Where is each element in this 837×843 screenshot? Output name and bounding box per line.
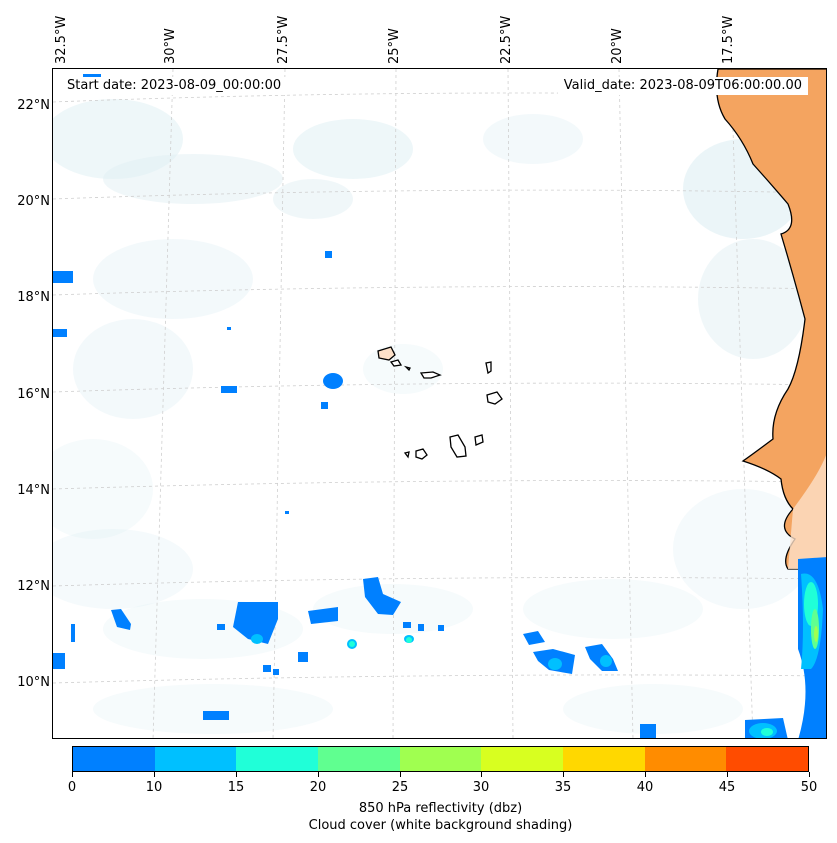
cell-south-13	[298, 652, 308, 662]
cell-south-18	[418, 624, 424, 631]
lat-label-12n: 12°N	[17, 579, 50, 594]
colorbar-tick-5	[481, 772, 482, 777]
lat-label-14n: 14°N	[17, 483, 50, 498]
colorbar-segment-5	[481, 747, 564, 771]
colorbar-tick-9	[809, 772, 810, 777]
cell-south-6	[71, 624, 75, 642]
island-brava	[403, 451, 410, 459]
cell-west-1	[53, 271, 73, 283]
cell-tiny-2	[285, 511, 289, 514]
cell-south-11	[640, 724, 656, 738]
lat-label-22n: 22°N	[17, 98, 50, 113]
cell-south-19	[438, 625, 444, 631]
lon-label-30w: 30°W	[163, 28, 178, 64]
cape-verde-islands	[377, 346, 503, 460]
island-fogo	[415, 448, 428, 460]
colorbar-segment-7	[644, 747, 727, 771]
colorbar-tick-label-1: 10	[145, 780, 163, 795]
colorbar-segment-2	[236, 747, 319, 771]
lat-label-16n: 16°N	[17, 387, 50, 402]
cell-mid-3	[321, 402, 328, 409]
lat-label-18n: 18°N	[17, 290, 50, 305]
colorbar-tick-7	[645, 772, 646, 777]
cell-south-3	[308, 607, 338, 624]
island-sao-nicolau	[419, 371, 442, 379]
cell-south-5	[53, 653, 65, 669]
lon-label-25w: 25°W	[387, 28, 402, 64]
colorbar-tick-6	[563, 772, 564, 777]
cell-south-14	[263, 665, 271, 672]
island-maio	[474, 434, 484, 446]
colorbar-tick-label-6: 35	[554, 780, 572, 795]
island-boa-vista	[486, 391, 503, 405]
colorbar-subtitle: Cloud cover (white background shading)	[308, 818, 573, 833]
colorbar-segment-3	[318, 747, 400, 771]
colorbar-tick-label-5: 30	[472, 780, 490, 795]
cell-south-1	[233, 602, 278, 644]
cell-south-15	[273, 669, 279, 675]
island-santiago	[449, 434, 467, 458]
colorbar-segment-6	[563, 747, 645, 771]
lon-label-27-5w: 27.5°W	[276, 15, 291, 64]
lat-label-20n: 20°N	[17, 194, 50, 209]
graticule	[53, 69, 826, 738]
colorbar-segment-8	[726, 747, 809, 771]
lon-label-20w: 20°W	[610, 28, 625, 64]
mainland-shape	[715, 69, 826, 570]
lon-label-32-5w: 32.5°W	[54, 15, 69, 64]
colorbar-segment-1	[154, 747, 237, 771]
island-santa-luzia	[403, 365, 411, 372]
colorbar-tick-3	[318, 772, 319, 777]
island-sao-vicente	[389, 359, 403, 367]
cell-north-1	[325, 251, 332, 258]
colorbar-tick-label-0: 0	[67, 780, 77, 795]
african-coast	[715, 69, 826, 570]
colorbar-tick-2	[236, 772, 237, 777]
cell-south-2	[363, 577, 401, 615]
colorbar-tick-label-8: 45	[718, 780, 736, 795]
cell-south-7	[523, 631, 545, 645]
colorbar-title: 850 hPa reflectivity (dbz)	[358, 801, 523, 816]
land-fade	[788, 455, 826, 569]
cell-south-4	[111, 609, 131, 630]
cell-mid-2	[221, 386, 237, 393]
map-panel: Start date: 2023-08-09_00:00:00 Valid_da…	[52, 68, 827, 739]
reflectivity-colorbar	[72, 746, 809, 772]
cell-mid-1	[323, 373, 343, 389]
colorbar-segment-4	[399, 747, 482, 771]
cell-south-16	[217, 624, 225, 630]
colorbar-tick-label-2: 15	[227, 780, 245, 795]
lon-label-22-5w: 22.5°W	[499, 15, 514, 64]
cloud-cover-layer	[53, 99, 813, 734]
lon-label-17-5w: 17.5°W	[721, 15, 736, 64]
island-santo-antao	[377, 346, 396, 361]
colorbar-tick-1	[154, 772, 155, 777]
map-canvas	[53, 69, 826, 738]
colorbar-tick-8	[727, 772, 728, 777]
colorbar-tick-label-3: 20	[309, 780, 327, 795]
cell-west-2	[53, 329, 67, 337]
colorbar-tick-4	[400, 772, 401, 777]
cell-south-10	[203, 711, 229, 720]
colorbar-tick-label-4: 25	[391, 780, 409, 795]
start-date-label: Start date: 2023-08-09_00:00:00	[61, 77, 288, 95]
colorbar-segment-0	[73, 747, 155, 771]
cell-south-17	[403, 622, 411, 628]
colorbar-tick-label-7: 40	[636, 780, 654, 795]
colorbar-tick-label-9: 50	[800, 780, 818, 795]
cell-tiny-1	[227, 327, 231, 330]
island-sal	[485, 361, 492, 375]
cell-top-left	[83, 74, 101, 78]
colorbar-tick-0	[72, 772, 73, 777]
valid-date-label: Valid_date: 2023-08-09T06:00:00.00	[557, 77, 808, 95]
reflectivity-cores-25-30	[814, 626, 818, 642]
lat-label-10n: 10°N	[17, 675, 50, 690]
